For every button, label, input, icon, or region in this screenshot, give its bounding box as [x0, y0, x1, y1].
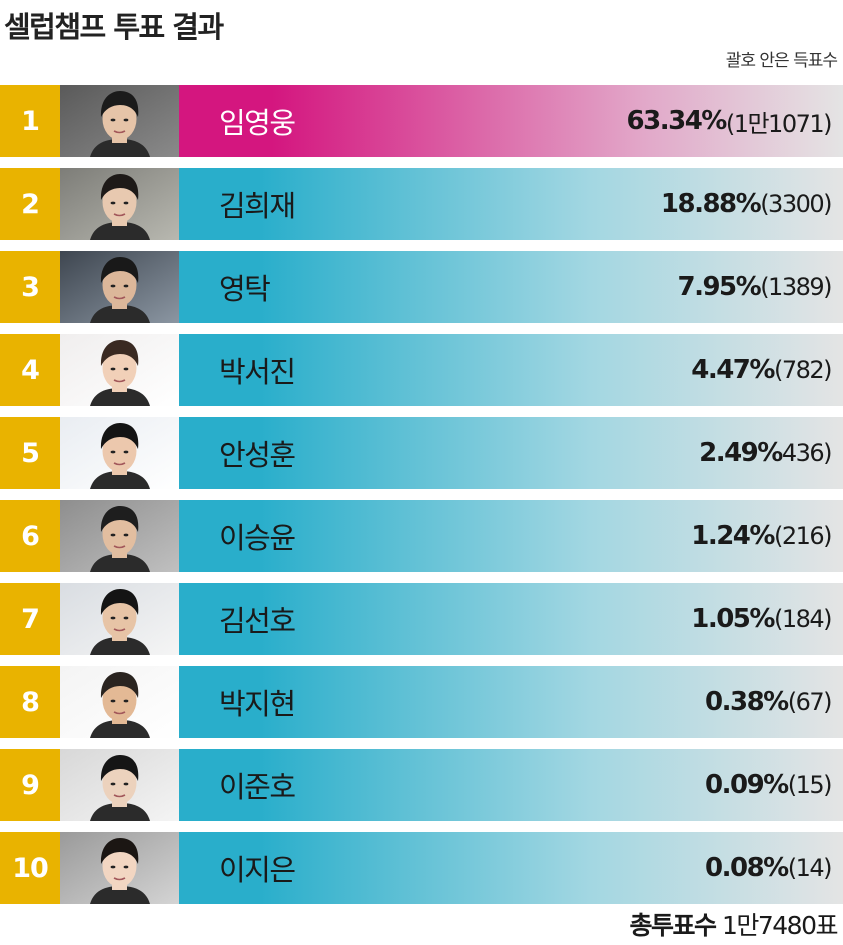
result-bar: 박지현 0.38% (67) [179, 666, 843, 738]
result-bar: 안성훈 2.49% 436) [179, 417, 843, 489]
result-value: 1.05% (184) [691, 583, 833, 655]
rank-badge: 1 [0, 85, 60, 157]
photo-4 [60, 334, 179, 406]
result-value: 63.34% (1만1071) [626, 85, 833, 157]
candidate-name: 이승윤 [219, 521, 296, 555]
winner-bar: 임영웅 63.34% (1만1071) [179, 85, 843, 157]
result-row-2: 2 김희재 18.88% (3300) [0, 168, 843, 240]
total-votes: 총투표수 1만7480표 [629, 906, 839, 942]
rank-badge: 4 [0, 334, 60, 406]
result-value: 7.95% (1389) [677, 251, 832, 323]
result-row-6: 6 이승윤 1.24% (216) [0, 500, 843, 572]
total-value: 1만7480표 [721, 911, 839, 940]
candidate-name: 안성훈 [219, 438, 296, 472]
photo-8 [60, 666, 179, 738]
percent-label: 0.08% [705, 853, 789, 883]
result-value: 0.08% (14) [705, 832, 833, 904]
candidate-name: 김희재 [219, 189, 296, 223]
percent-label: 18.88% [660, 189, 762, 219]
photo-9 [60, 749, 179, 821]
result-bar: 영탁 7.95% (1389) [179, 251, 843, 323]
vote-count-label: (1만1071) [725, 109, 833, 138]
percent-label: 2.49% [699, 438, 783, 468]
candidate-name: 이지은 [219, 853, 296, 887]
result-bar: 김희재 18.88% (3300) [179, 168, 843, 240]
rank-badge: 6 [0, 500, 60, 572]
vote-count-label: (1389) [760, 273, 832, 301]
result-row-5: 5 안성훈 2.49% 436) [0, 417, 843, 489]
candidate-name: 박지현 [219, 687, 296, 721]
result-row-8: 8 박지현 0.38% (67) [0, 666, 843, 738]
result-row-10: 10 이지은 0.08% (14) [0, 832, 843, 904]
percent-label: 0.38% [705, 687, 789, 717]
result-value: 0.38% (67) [705, 666, 833, 738]
rank-badge: 8 [0, 666, 60, 738]
vote-count-label: (3300) [760, 190, 832, 218]
percent-label: 63.34% [626, 106, 728, 136]
chart-title: 셀럽챔프 투표 결과 [4, 10, 224, 44]
percent-label: 4.47% [691, 355, 775, 385]
note-text: 괄호 안은 득표수 [725, 51, 838, 71]
rank-badge: 5 [0, 417, 60, 489]
photo-1 [60, 85, 179, 157]
vote-count-label: (216) [773, 522, 833, 550]
photo-6 [60, 500, 179, 572]
result-bar: 김선호 1.05% (184) [179, 583, 843, 655]
photo-2 [60, 168, 179, 240]
photo-7 [60, 583, 179, 655]
rank-badge: 9 [0, 749, 60, 821]
result-bar: 이지은 0.08% (14) [179, 832, 843, 904]
photo-5 [60, 417, 179, 489]
result-row-9: 9 이준호 0.09% (15) [0, 749, 843, 821]
rank-badge: 10 [0, 832, 60, 904]
result-value: 4.47% (782) [691, 334, 833, 406]
result-row-7: 7 김선호 1.05% (184) [0, 583, 843, 655]
result-bar: 이준호 0.09% (15) [179, 749, 843, 821]
candidate-name: 이준호 [219, 770, 296, 804]
rank-badge: 7 [0, 583, 60, 655]
rank-badge: 3 [0, 251, 60, 323]
vote-count-label: (184) [773, 605, 833, 633]
photo-3 [60, 251, 179, 323]
percent-label: 0.09% [705, 770, 789, 800]
vote-count-label: (67) [787, 688, 833, 716]
candidate-name: 김선호 [219, 604, 296, 638]
result-bar: 박서진 4.47% (782) [179, 334, 843, 406]
result-value: 1.24% (216) [691, 500, 833, 572]
result-value: 0.09% (15) [705, 749, 833, 821]
result-value: 2.49% 436) [699, 417, 833, 489]
result-row-4: 4 박서진 4.47% (782) [0, 334, 843, 406]
percent-label: 1.24% [691, 521, 775, 551]
vote-count-label: (782) [773, 356, 833, 384]
result-row-3: 3 영탁 7.95% (1389) [0, 251, 843, 323]
percent-label: 1.05% [691, 604, 775, 634]
rank-badge: 2 [0, 168, 60, 240]
result-bar: 이승윤 1.24% (216) [179, 500, 843, 572]
vote-count-label: (14) [787, 854, 833, 882]
percent-label: 7.95% [677, 272, 761, 302]
result-value: 18.88% (3300) [660, 168, 833, 240]
candidate-name: 박서진 [219, 355, 296, 389]
total-label: 총투표수 [629, 911, 718, 940]
result-row-1: 1 임영웅 63.34% (1만1071) [0, 85, 843, 157]
vote-count-label: 436) [781, 439, 833, 467]
candidate-name: 영탁 [219, 272, 271, 306]
candidate-name: 임영웅 [219, 106, 296, 140]
photo-10 [60, 832, 179, 904]
vote-count-label: (15) [787, 771, 833, 799]
